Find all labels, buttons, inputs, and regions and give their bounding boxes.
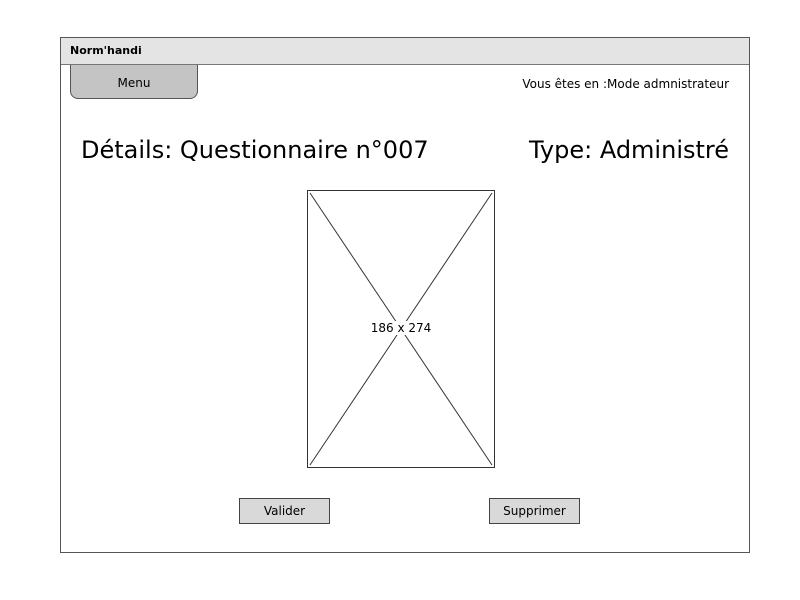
app-window: Norm'handi Menu Vous êtes en :Mode admni…: [60, 37, 750, 553]
menu-button[interactable]: Menu: [70, 65, 198, 99]
image-dimensions-text: 186 x 274: [368, 321, 434, 335]
mode-indicator: Vous êtes en :Mode admnistrateur: [522, 77, 729, 91]
image-placeholder: 186 x 274: [307, 190, 495, 468]
title-bar: Norm'handi: [61, 38, 749, 65]
app-title: Norm'handi: [70, 44, 142, 57]
page-title: Détails: Questionnaire n°007: [81, 136, 429, 164]
delete-button[interactable]: Supprimer: [489, 498, 580, 524]
image-dimensions-label: 186 x 274: [308, 321, 494, 335]
validate-button[interactable]: Valider: [239, 498, 330, 524]
type-label: Type: Administré: [528, 136, 729, 164]
